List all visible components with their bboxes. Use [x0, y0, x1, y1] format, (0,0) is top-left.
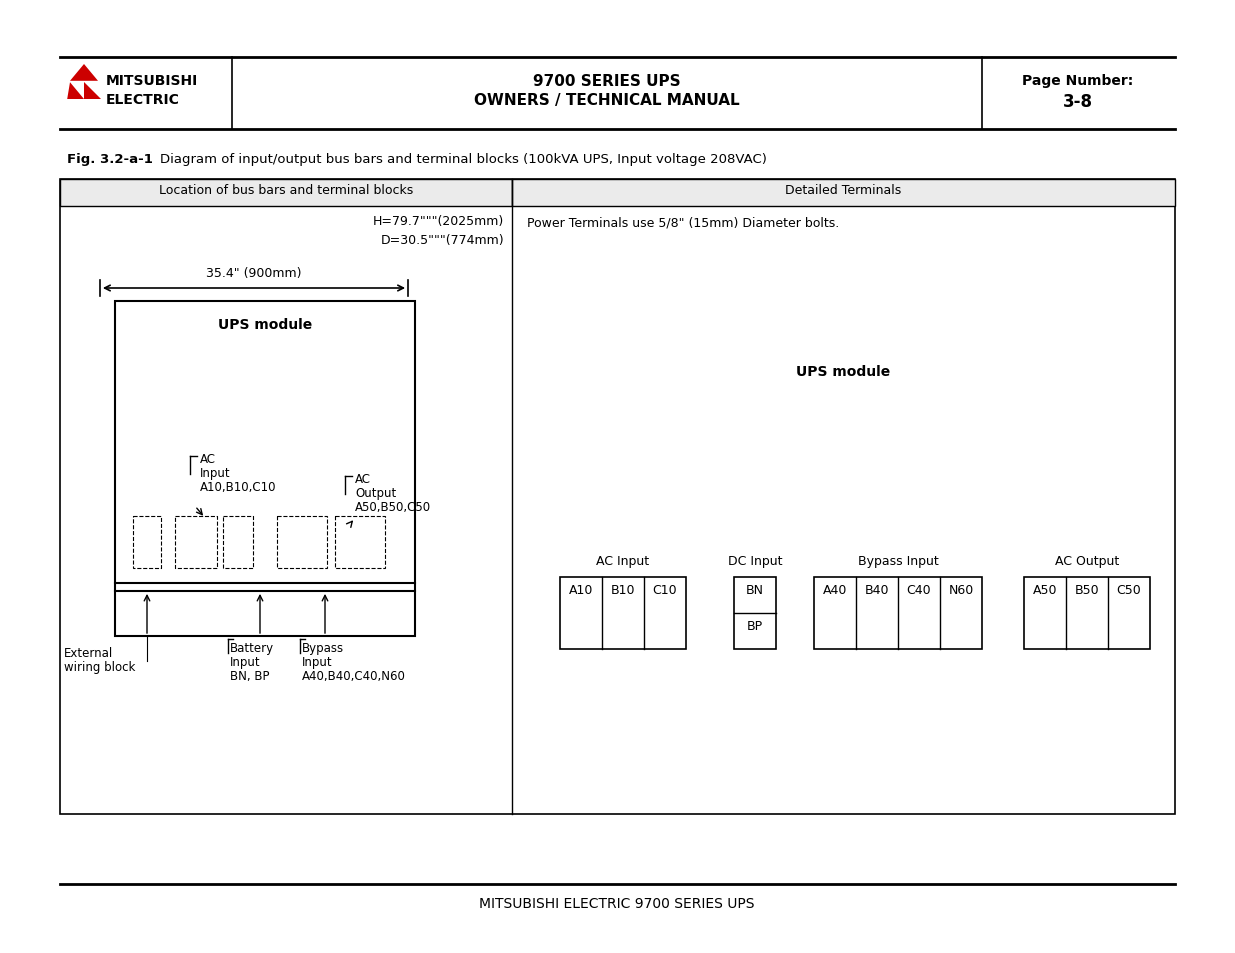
Text: C40: C40	[906, 583, 931, 597]
Text: Bypass: Bypass	[303, 641, 345, 655]
Text: Power Terminals use 5/8" (15mm) Diameter bolts.: Power Terminals use 5/8" (15mm) Diameter…	[527, 216, 840, 230]
Text: Location of bus bars and terminal blocks: Location of bus bars and terminal blocks	[159, 184, 414, 196]
Text: BN: BN	[746, 583, 764, 597]
Text: C10: C10	[652, 583, 677, 597]
Text: B50: B50	[1074, 583, 1099, 597]
Text: A40: A40	[823, 583, 847, 597]
Text: MITSUBISHI: MITSUBISHI	[106, 74, 199, 88]
Bar	[115, 302, 415, 637]
Text: wiring block: wiring block	[64, 660, 136, 673]
Text: B40: B40	[864, 583, 889, 597]
Text: 3-8: 3-8	[1063, 92, 1093, 111]
Text: Output: Output	[354, 486, 396, 499]
Text: AC: AC	[354, 473, 370, 485]
Bar	[734, 578, 776, 649]
Text: External: External	[64, 646, 114, 659]
Bar	[1024, 578, 1150, 649]
Bar	[61, 180, 1174, 814]
Text: UPS module: UPS module	[797, 365, 890, 378]
Text: BN, BP: BN, BP	[230, 669, 269, 682]
Text: A10: A10	[569, 583, 593, 597]
Bar	[513, 180, 1174, 207]
Text: Input: Input	[230, 656, 261, 668]
Text: Detailed Terminals: Detailed Terminals	[785, 184, 902, 196]
Text: Diagram of input/output bus bars and terminal blocks (100kVA UPS, Input voltage : Diagram of input/output bus bars and ter…	[161, 152, 767, 166]
Text: Page Number:: Page Number:	[1023, 74, 1134, 88]
Polygon shape	[84, 83, 101, 100]
Polygon shape	[70, 65, 98, 82]
Bar	[277, 517, 327, 568]
Text: 9700 SERIES UPS: 9700 SERIES UPS	[534, 74, 680, 89]
Text: C50: C50	[1116, 583, 1141, 597]
Bar	[224, 517, 253, 568]
Text: BP: BP	[747, 619, 763, 633]
Text: Fig. 3.2-a-1: Fig. 3.2-a-1	[67, 152, 153, 166]
Text: AC Output: AC Output	[1055, 555, 1119, 567]
Polygon shape	[67, 83, 84, 100]
Bar	[335, 517, 385, 568]
Text: DC Input: DC Input	[727, 555, 782, 567]
Text: MITSUBISHI ELECTRIC 9700 SERIES UPS: MITSUBISHI ELECTRIC 9700 SERIES UPS	[479, 896, 755, 910]
Text: AC: AC	[200, 453, 216, 465]
Bar	[61, 180, 513, 207]
Text: AC Input: AC Input	[597, 555, 650, 567]
Bar	[133, 517, 161, 568]
Bar	[559, 578, 685, 649]
Text: ELECTRIC: ELECTRIC	[106, 92, 180, 107]
Bar	[175, 517, 217, 568]
Text: N60: N60	[948, 583, 973, 597]
Text: H=79.7"""(2025mm): H=79.7"""(2025mm)	[373, 214, 504, 228]
Text: UPS module: UPS module	[217, 317, 312, 332]
Text: B10: B10	[611, 583, 635, 597]
Text: Battery: Battery	[230, 641, 274, 655]
Text: 35.4" (900mm): 35.4" (900mm)	[206, 267, 301, 280]
Text: A50: A50	[1032, 583, 1057, 597]
Text: D=30.5"""(774mm): D=30.5"""(774mm)	[380, 233, 504, 247]
Text: Input: Input	[200, 467, 231, 479]
Text: A10,B10,C10: A10,B10,C10	[200, 480, 277, 494]
Bar	[814, 578, 982, 649]
Text: Input: Input	[303, 656, 332, 668]
Text: OWNERS / TECHNICAL MANUAL: OWNERS / TECHNICAL MANUAL	[474, 92, 740, 108]
Text: A40,B40,C40,N60: A40,B40,C40,N60	[303, 669, 406, 682]
Text: A50,B50,C50: A50,B50,C50	[354, 500, 431, 514]
Text: Bypass Input: Bypass Input	[857, 555, 939, 567]
